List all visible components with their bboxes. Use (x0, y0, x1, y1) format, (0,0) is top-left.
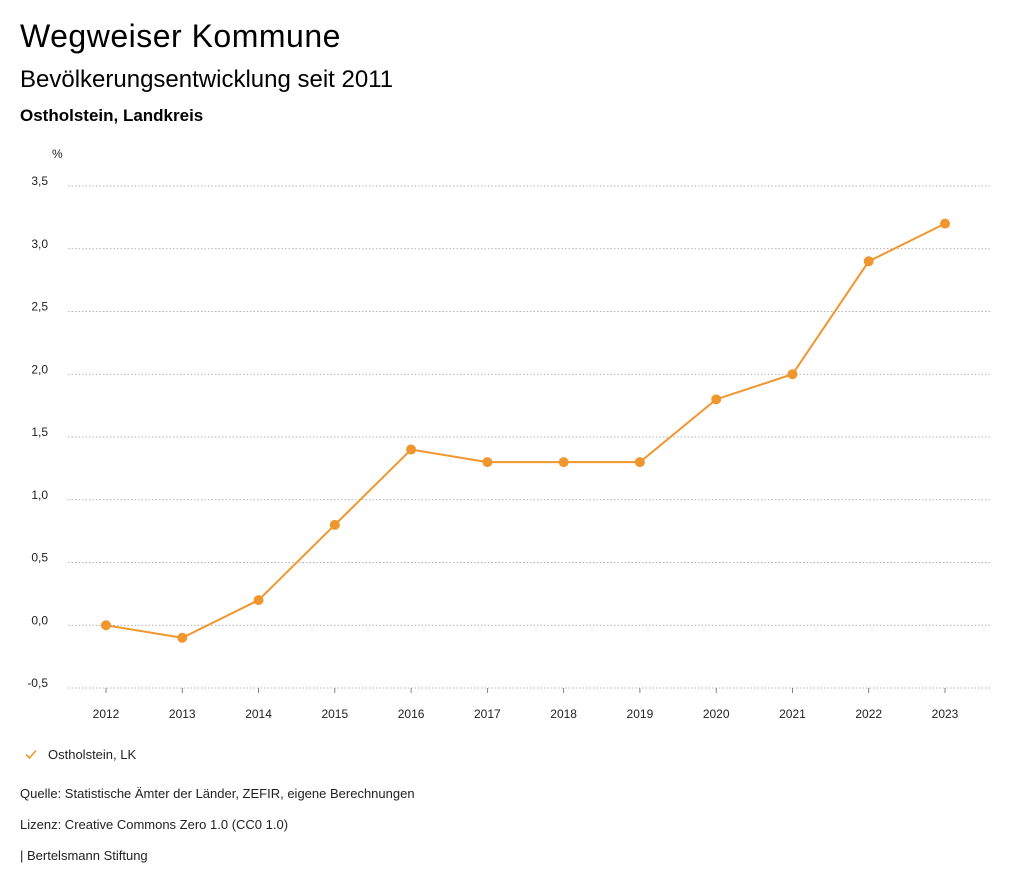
x-tick-label: 2014 (245, 707, 272, 721)
series-line (105, 222, 946, 639)
grid-lines (68, 185, 990, 689)
y-tick-label: 0,0 (31, 613, 48, 627)
credit-note: | Bertelsmann Stiftung (20, 848, 148, 863)
y-tick-label: 2,5 (31, 300, 48, 314)
x-axis-tick-labels: 2012 2013 2014 2015 2016 2017 2018 2019 2020 2021… (93, 688, 959, 721)
legend-label: Ostholstein, LK (48, 746, 137, 762)
data-point[interactable] (253, 595, 264, 606)
source-note: Quelle: Statistische Ämter der Länder, Z… (20, 786, 415, 801)
check-icon (24, 747, 38, 761)
y-tick-label: -0,5 (27, 676, 48, 690)
x-tick-label: 2018 (550, 707, 577, 721)
x-tick-label: 2017 (474, 707, 501, 721)
y-tick-label: 2,0 (31, 362, 48, 376)
y-tick-label: 3,5 (31, 174, 48, 188)
data-point[interactable] (329, 519, 340, 530)
y-tick-label: 1,5 (31, 425, 48, 439)
y-axis-unit-label: % (52, 147, 63, 161)
region-name: Ostholstein, Landkreis (20, 106, 204, 125)
x-tick-label: 2012 (93, 707, 120, 721)
x-tick-label: 2023 (932, 707, 959, 721)
data-point[interactable] (787, 369, 798, 380)
data-point[interactable] (482, 457, 493, 468)
y-tick-label: 0,5 (31, 551, 48, 565)
line-chart: % 3,53,02,52,01,51,00,50,0-0,5 2012 2013 2… (27, 147, 990, 721)
y-axis-tick-labels: 3,5 3,0 2,5 2,0 1,5 1,0 0,5 0,0 -0,5 (27, 174, 48, 690)
y-tick-label: 3,0 (31, 237, 48, 251)
data-point[interactable] (711, 394, 722, 405)
data-point[interactable] (406, 444, 417, 455)
data-point[interactable] (177, 632, 188, 643)
data-point[interactable] (558, 457, 569, 468)
series-lines (105, 222, 946, 639)
x-tick-label: 2022 (855, 707, 882, 721)
data-point[interactable] (863, 256, 874, 267)
x-tick-label: 2021 (779, 707, 806, 721)
data-point[interactable] (940, 218, 950, 229)
x-tick-label: 2015 (321, 707, 348, 721)
chart-title: Wegweiser Kommune (20, 18, 341, 54)
x-tick-label: 2020 (703, 707, 730, 721)
x-tick-label: 2016 (398, 707, 425, 721)
legend[interactable]: Ostholstein, LK (24, 744, 136, 764)
chart-subtitle: Bevölkerungsentwicklung seit 2011 (20, 66, 394, 93)
data-point[interactable] (101, 620, 111, 631)
x-tick-label: 2019 (627, 707, 654, 721)
license-note: Lizenz: Creative Commons Zero 1.0 (CC0 1… (20, 817, 289, 832)
data-points (101, 218, 950, 643)
y-tick-label: 1,0 (31, 488, 48, 502)
x-tick-label: 2013 (169, 707, 196, 721)
data-point[interactable] (634, 457, 645, 468)
